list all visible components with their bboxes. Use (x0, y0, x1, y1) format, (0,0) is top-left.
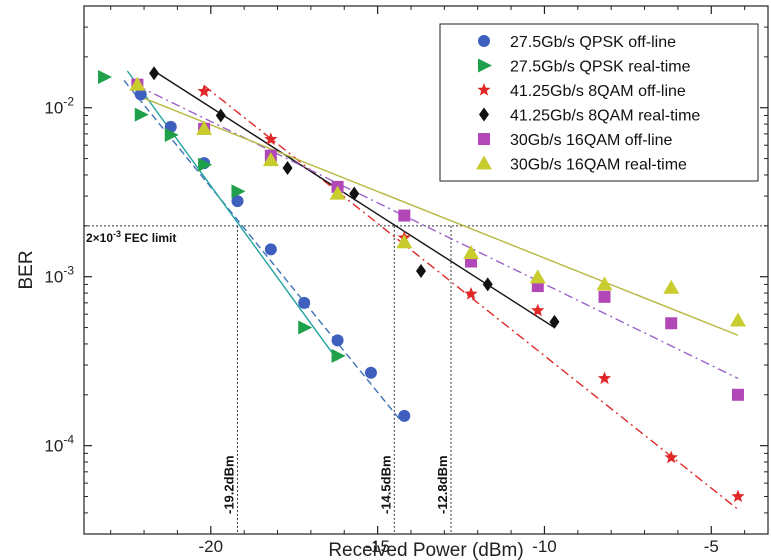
annotations: 2×10-3 FEC limit -19.2dBm -14.5dBm -12.8dBm (86, 229, 450, 514)
threshold-label: -19.2dBm (221, 455, 236, 514)
data-markers (98, 66, 746, 503)
data-point (215, 108, 226, 123)
data-point (596, 276, 613, 291)
legend: 27.5Gb/s QPSK off-line 27.5Gb/s QPSK real… (439, 23, 759, 182)
data-point (329, 185, 346, 200)
data-point (531, 303, 545, 317)
x-axis-title: Received Power (dBm) (328, 540, 523, 560)
legend-marker (478, 58, 492, 73)
data-point (665, 317, 678, 330)
legend-marker (477, 83, 491, 96)
data-point (731, 489, 745, 503)
fit-line (137, 94, 739, 336)
data-point (129, 76, 146, 91)
data-point (398, 409, 411, 422)
fit-line (123, 80, 402, 422)
data-point (398, 209, 411, 222)
data-point (149, 66, 160, 81)
y-tick-label: 10-3 (44, 264, 74, 287)
y-tick-label: 10-2 (44, 95, 74, 118)
data-point (164, 127, 179, 142)
fit-line (137, 85, 739, 380)
x-tick-label: -10 (532, 537, 557, 556)
fec-limit-label: 2×10-3 FEC limit (86, 229, 176, 245)
x-tick-label: -20 (199, 537, 224, 556)
data-point (134, 107, 149, 122)
data-point (98, 70, 113, 85)
data-point (364, 366, 377, 379)
data-point (298, 296, 311, 309)
y-tick-label: 10-4 (44, 433, 74, 456)
data-point (134, 88, 147, 101)
data-point (196, 120, 213, 135)
data-point (529, 269, 546, 284)
data-point (664, 450, 678, 464)
data-point (198, 157, 213, 172)
legend-label: 27.5Gb/s QPSK off-line (510, 34, 676, 51)
data-point (482, 277, 493, 292)
legend-label: 30Gb/s 16QAM off-line (510, 132, 673, 149)
threshold-label: -14.5dBm (378, 455, 393, 514)
data-point (231, 195, 244, 208)
legend-label: 41.25Gb/s 8QAM off-line (510, 83, 686, 100)
y-axis-title: BER (16, 250, 37, 289)
legend-box (439, 23, 759, 182)
legend-label: 27.5Gb/s QPSK real-time (510, 59, 691, 76)
data-point (197, 84, 211, 98)
data-point (264, 132, 278, 145)
legend-marker (476, 155, 492, 170)
threshold-label: -12.8dBm (435, 455, 450, 514)
reference-lines (84, 225, 768, 534)
axes: -20 -15 -10 -5 10-2 10-3 10-4 (44, 6, 768, 556)
data-point (349, 186, 360, 201)
data-point (331, 348, 346, 363)
legend-label: 30Gb/s 16QAM real-time (510, 157, 687, 174)
data-point (331, 334, 344, 347)
data-point (731, 388, 744, 401)
data-point (598, 290, 611, 303)
x-tick-label: -15 (365, 537, 390, 556)
data-point (663, 279, 680, 294)
series-group (149, 66, 560, 329)
data-point (464, 286, 478, 300)
data-point (396, 234, 413, 249)
data-point (729, 312, 746, 327)
series-group (98, 70, 346, 363)
fit-line (126, 70, 339, 361)
data-point (415, 264, 426, 279)
data-point (463, 245, 480, 260)
data-point (549, 314, 560, 329)
data-point (231, 184, 246, 199)
legend-marker (478, 35, 490, 47)
data-point (597, 371, 612, 385)
data-point (282, 160, 293, 175)
data-point (298, 320, 313, 335)
data-point (262, 152, 279, 167)
legend-label: 41.25Gb/s 8QAM real-time (510, 108, 700, 125)
series-group (129, 76, 746, 327)
data-point (264, 243, 277, 256)
legend-marker (478, 133, 490, 145)
x-tick-label: -5 (704, 537, 719, 556)
plot-frame (83, 5, 769, 535)
legend-marker (479, 107, 489, 122)
